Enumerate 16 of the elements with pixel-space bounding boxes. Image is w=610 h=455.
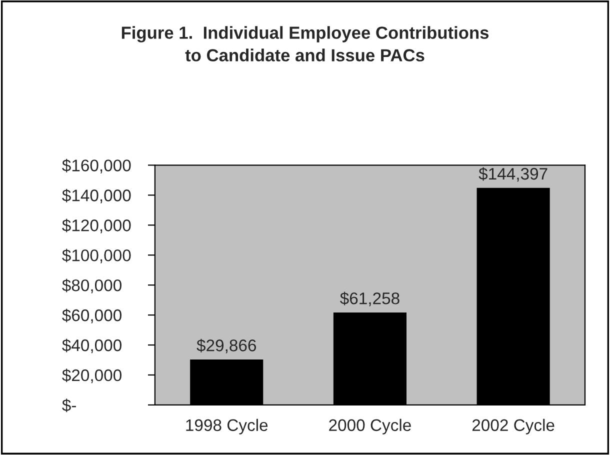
x-tick-label: 2000 Cycle [329,418,411,434]
y-tick-label: $- [62,398,76,412]
y-tick-label: $120,000 [62,218,131,234]
y-tick-label: $60,000 [62,308,122,324]
data-label: $144,397 [478,167,548,182]
y-tick-label: $40,000 [62,338,122,354]
y-tick-label: $160,000 [62,158,131,174]
y-tick-label: $80,000 [62,278,122,294]
y-tick-label: $140,000 [62,188,131,204]
x-tick-label: 1998 Cycle [186,418,268,434]
y-tick-label: $100,000 [62,248,131,264]
x-tick-label: 2002 Cycle [472,418,554,434]
data-label: $61,258 [340,292,400,306]
y-tick-label: $20,000 [62,368,122,384]
chart-title: Figure 1. Individual Employee Contributions to Candidate and Issue PACs [122,26,489,62]
data-label: $29,866 [196,338,256,354]
